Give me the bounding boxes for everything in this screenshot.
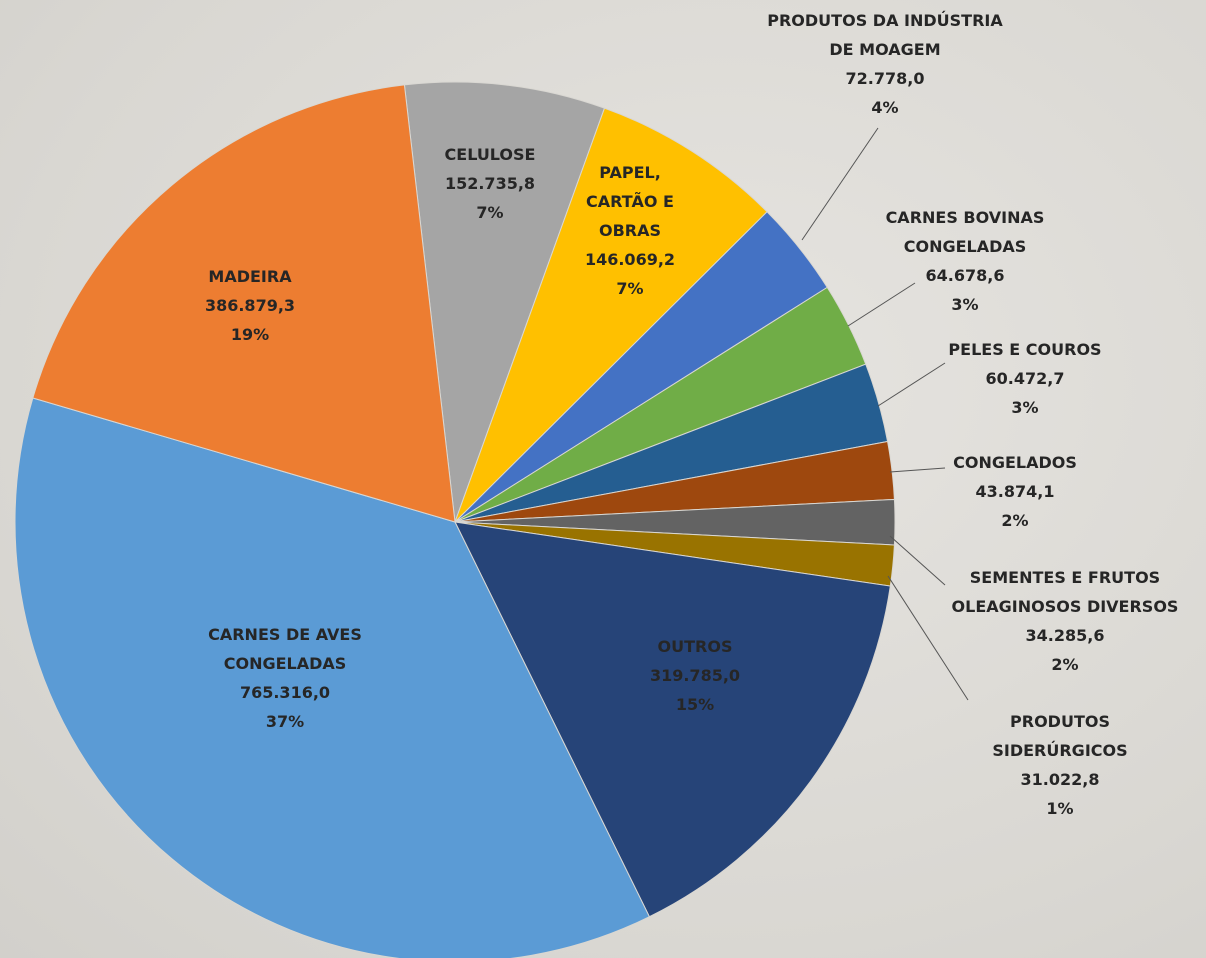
- slice-label: CONGELADOS 43.874,1 2%: [940, 448, 1090, 535]
- value-label: 386.879,3: [204, 296, 296, 315]
- slice-label: MADEIRA 386.879,3 19%: [175, 262, 325, 349]
- leader-line: [877, 362, 946, 407]
- leader-line: [847, 282, 916, 327]
- category-label: OUTROS: [657, 637, 733, 656]
- pie-slice: [14, 397, 651, 958]
- category-label: PELES E COUROS: [948, 340, 1102, 359]
- category-label: PRODUTOS DA INDÚSTRIA DE MOAGEM: [767, 11, 1003, 59]
- value-label: 31.022,8: [1020, 770, 1100, 789]
- value-label: 72.778,0: [845, 69, 925, 88]
- percent-label: 3%: [1011, 398, 1039, 417]
- category-label: CARNES DE AVES CONGELADAS: [208, 625, 362, 673]
- value-label: 34.285,6: [1025, 626, 1105, 645]
- pie-slice: [32, 84, 456, 523]
- value-label: 319.785,0: [649, 666, 741, 685]
- percent-label: 15%: [675, 695, 715, 714]
- slice-label: CARNES DE AVES CONGELADAS 765.316,0 37%: [190, 620, 380, 736]
- category-label: PAPEL, CARTÃO E OBRAS: [586, 163, 674, 240]
- value-label: 43.874,1: [975, 482, 1055, 501]
- value-label: 146.069,2: [584, 250, 676, 269]
- percent-label: 2%: [1001, 511, 1029, 530]
- slice-label: OUTROS 319.785,0 15%: [620, 632, 770, 719]
- slice-label: PRODUTOS DA INDÚSTRIA DE MOAGEM 72.778,0 4…: [755, 6, 1015, 122]
- pie-slice: [454, 521, 891, 918]
- category-label: SEMENTES E FRUTOS OLEAGINOSOS DIVERSOS: [951, 568, 1179, 616]
- category-label: MADEIRA: [208, 267, 292, 286]
- percent-label: 19%: [230, 325, 270, 344]
- percent-label: 37%: [265, 712, 305, 731]
- category-label: PRODUTOS SIDERÚRGICOS: [992, 712, 1128, 760]
- pie-slice: [454, 107, 768, 523]
- slice-label: PELES E COUROS 60.472,7 3%: [935, 335, 1115, 422]
- percent-label: 7%: [616, 279, 644, 298]
- value-label: 60.472,7: [985, 369, 1065, 388]
- slice-label: CELULOSE 152.735,8 7%: [420, 140, 560, 227]
- value-label: 765.316,0: [239, 683, 331, 702]
- slice-label: PRODUTOS SIDERÚRGICOS 31.022,8 1%: [985, 707, 1135, 823]
- category-label: CARNES BOVINAS CONGELADAS: [885, 208, 1045, 256]
- pie-slice: [403, 81, 606, 523]
- value-label: 152.735,8: [444, 174, 536, 193]
- slice-label: PAPEL, CARTÃO E OBRAS 146.069,2 7%: [575, 158, 685, 303]
- leader-line: [889, 467, 946, 473]
- leader-line: [887, 575, 969, 701]
- category-label: CELULOSE: [444, 145, 536, 164]
- percent-label: 4%: [871, 98, 899, 117]
- slice-label: CARNES BOVINAS CONGELADAS 64.678,6 3%: [880, 203, 1050, 319]
- percent-label: 3%: [951, 295, 979, 314]
- leader-line: [889, 535, 946, 586]
- leader-line: [801, 127, 879, 241]
- value-label: 64.678,6: [925, 266, 1005, 285]
- category-label: CONGELADOS: [953, 453, 1077, 472]
- percent-label: 7%: [476, 203, 504, 222]
- percent-label: 1%: [1046, 799, 1074, 818]
- slice-label: SEMENTES E FRUTOS OLEAGINOSOS DIVERSOS 34…: [920, 563, 1206, 679]
- percent-label: 2%: [1051, 655, 1079, 674]
